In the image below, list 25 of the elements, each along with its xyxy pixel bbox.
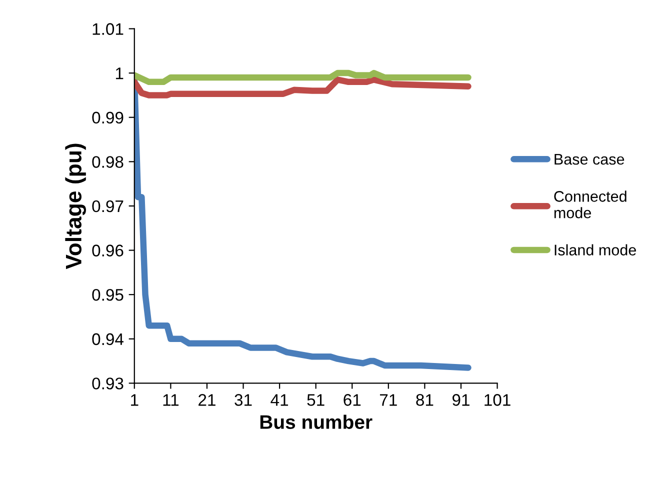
y-tick-label: 0.98 bbox=[92, 156, 124, 168]
x-tick-label: 21 bbox=[198, 394, 216, 406]
y-tick-label: 0.94 bbox=[92, 333, 124, 346]
y-tick-label: 1 bbox=[116, 68, 124, 80]
x-tick-label: 11 bbox=[163, 394, 179, 406]
x-tick-label: 81 bbox=[416, 394, 434, 406]
x-tick-label: 71 bbox=[380, 394, 397, 406]
y-tick-label: 0.97 bbox=[92, 200, 124, 212]
x-tick-label: 101 bbox=[484, 394, 510, 406]
x-tick-label: 91 bbox=[452, 394, 470, 406]
legend-label: Base case bbox=[554, 154, 624, 165]
x-tick-label: 61 bbox=[344, 394, 361, 406]
y-axis-title: Voltage (pu) bbox=[65, 144, 86, 270]
y-tick-label: 1.01 bbox=[92, 23, 124, 35]
x-axis-title: Bus number bbox=[260, 414, 372, 429]
y-tick-label: 0.95 bbox=[92, 288, 124, 301]
legend-label: Connected mode bbox=[554, 190, 626, 218]
legend-label: Island mode bbox=[554, 244, 636, 256]
x-tick-label: 41 bbox=[270, 394, 288, 406]
x-tick-label: 1 bbox=[131, 394, 138, 406]
y-tick-label: 0.99 bbox=[92, 112, 124, 124]
y-tick-label: 0.96 bbox=[92, 244, 124, 256]
y-tick-label: 0.93 bbox=[92, 378, 124, 390]
x-tick-label: 31 bbox=[234, 394, 252, 406]
x-tick-label: 51 bbox=[307, 394, 324, 406]
